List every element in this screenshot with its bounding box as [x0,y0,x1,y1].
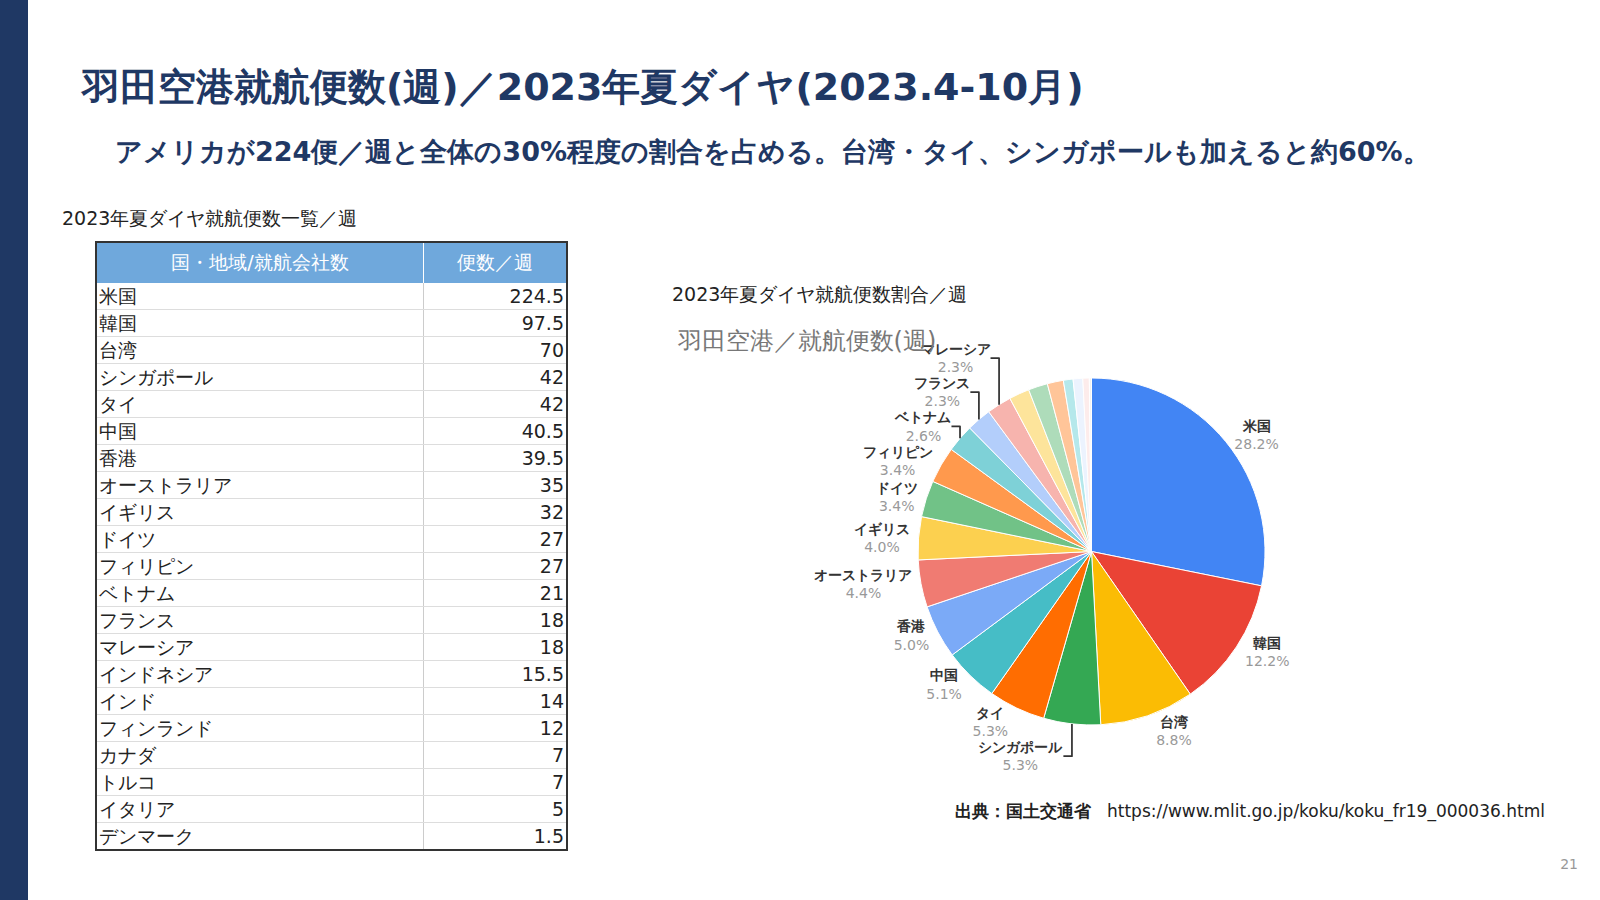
html-text:42: 42 [539,393,564,415]
html-text:7: 7 [551,744,564,766]
html-text:21: 21 [1560,856,1578,872]
svg-text:中国5.1%: 中国5.1% [926,667,962,701]
html-text:デンマーク: デンマーク [99,825,194,847]
html-text:シンガポール: シンガポール [99,366,213,388]
svg-text:タイ5.3%: タイ5.3% [973,705,1009,739]
svg-text:イギリス4.0%: イギリス4.0% [854,521,910,555]
svg-text:フィリピン3.4%: フィリピン3.4% [863,444,933,478]
html-text:ドイツ: ドイツ [99,528,156,550]
html-text:羽田空港就航便数(週)／2023年夏ダイヤ(2023.4-1: 羽田空港就航便数(週)／2023年夏ダイヤ(2023.4-10月) [82,65,1084,109]
svg-text:ベトナム2.6%: ベトナム2.6% [894,409,951,443]
html-text:15.5: 15.5 [521,663,564,685]
svg-text:羽田空港／就航便数(週): 羽田空港／就航便数(週) [677,327,937,355]
html-text:97.5: 97.5 [521,312,564,334]
html-text:フィリピン: フィリピン [99,555,194,577]
svg-text:ドイツ3.4%: ドイツ3.4% [876,480,918,514]
html-text:27: 27 [539,555,564,577]
html-text:35: 35 [539,474,564,496]
html-text:オーストラリア: オーストラリア [99,474,232,496]
html-text:21: 21 [539,582,564,604]
svg-text:フランス2.3%: フランス2.3% [914,375,970,409]
html-text:https://www.mlit.go.jp/koku/ko: https://www.mlit.go.jp/koku/koku_fr19_00… [1107,801,1545,821]
html-text:インドネシア: インドネシア [99,663,213,685]
html-text:1.5: 1.5 [533,825,564,847]
svg-text:マレーシア2.3%: マレーシア2.3% [921,341,991,375]
html-text:224.5: 224.5 [509,285,564,307]
html-text:カナダ: カナダ [99,744,156,766]
html-text:39.5: 39.5 [521,447,564,469]
html-text:イギリス: イギリス [99,501,175,523]
svg-text:シンガポール5.3%: シンガポール5.3% [978,739,1063,773]
html-text:14: 14 [539,690,564,712]
html-text:便数／週: 便数／週 [456,251,533,273]
html-text:32: 32 [539,501,564,523]
html-text:国・地域/就航会社数: 国・地域/就航会社数 [171,251,349,273]
html-text:フィンランド: フィンランド [99,717,213,739]
html-text:27: 27 [539,528,564,550]
html-text:韓国: 韓国 [99,312,137,334]
svg-text:米国28.2%: 米国28.2% [1234,418,1278,452]
html-text:マレーシア: マレーシア [99,636,194,658]
html-text:7: 7 [551,771,564,793]
html-text:米国: 米国 [99,285,137,307]
html-text:イタリア: イタリア [99,798,175,820]
html-text:インド: インド [99,690,156,712]
html-text:出典：国土交通省: 出典：国土交通省 [955,801,1091,821]
html-text:18: 18 [539,609,564,631]
html-text:トルコ: トルコ [99,771,156,793]
svg-text:台湾8.8%: 台湾8.8% [1156,714,1192,748]
html-text:40.5: 40.5 [521,420,564,442]
svg-text:オーストラリア4.4%: オーストラリア4.4% [814,567,912,601]
html-text:70: 70 [539,339,564,361]
svg-text:韓国12.2%: 韓国12.2% [1245,635,1289,669]
html-text:台湾: 台湾 [99,339,137,361]
html-text:2023年夏ダイヤ就航便数一覧／週: 2023年夏ダイヤ就航便数一覧／週 [62,207,358,229]
html-text:中国: 中国 [99,420,137,442]
html-text:2023年夏ダイヤ就航便数割合／週: 2023年夏ダイヤ就航便数割合／週 [672,283,968,305]
html-text:42: 42 [539,366,564,388]
html-text:フランス: フランス [99,609,175,631]
svg-text:香港5.0%: 香港5.0% [894,618,930,652]
html-text:18: 18 [539,636,564,658]
html-text:5: 5 [551,798,564,820]
html-text:タイ: タイ [99,393,137,415]
html-text:12: 12 [539,717,564,739]
html-text:香港: 香港 [99,447,137,469]
html-text:ベトナム: ベトナム [99,582,175,604]
html-text:アメリカが224便／週と全体の30%程度の割合を占める。台湾: アメリカが224便／週と全体の30%程度の割合を占める。台湾・タイ、シンガポール… [115,136,1430,167]
